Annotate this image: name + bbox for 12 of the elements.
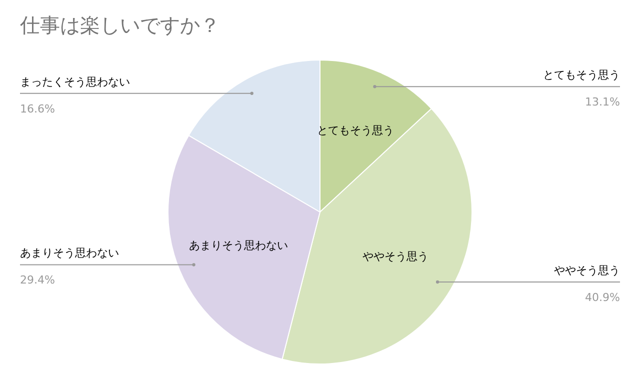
slice-label: とてもそう思う — [543, 68, 620, 82]
chart-title: 仕事は楽しいですか？ — [19, 13, 220, 37]
slice-label: ややそう思う — [362, 250, 429, 264]
slice-label: まったくそう思わない — [20, 75, 130, 88]
data-label: 29.4% — [20, 274, 55, 287]
data-label: 16.6% — [20, 102, 55, 116]
slice-label: ややそう思う — [554, 264, 620, 278]
slice-label: あまりそう思わない — [20, 246, 119, 260]
slice-label: あまりそう思わない — [189, 238, 288, 252]
data-label: 40.9% — [585, 291, 620, 304]
slice-label: とてもそう思う — [316, 124, 394, 138]
data-label: 13.1% — [585, 96, 620, 109]
